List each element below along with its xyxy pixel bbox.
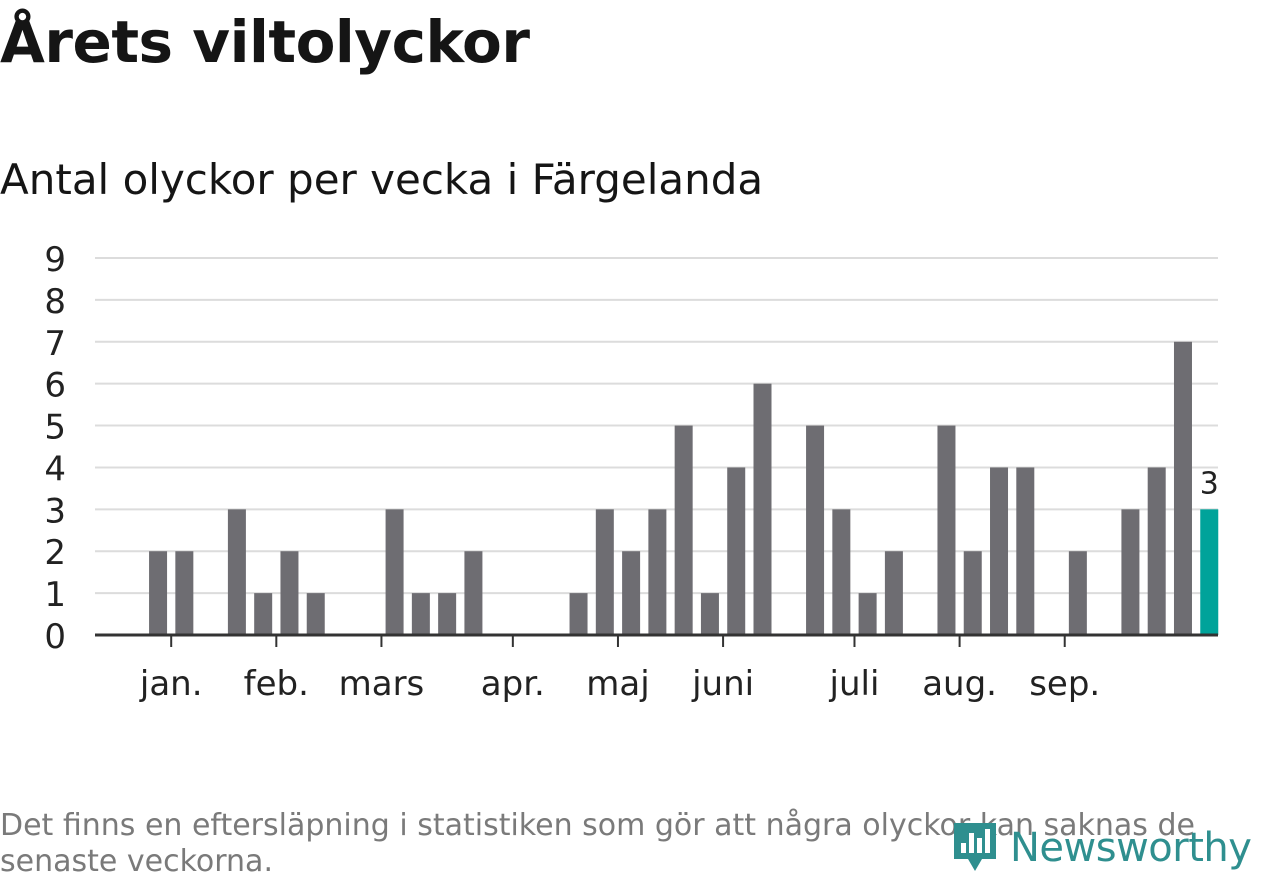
x-tick-label: aug. bbox=[922, 664, 997, 704]
bar bbox=[648, 509, 667, 635]
x-tick-label: apr. bbox=[481, 664, 545, 704]
x-tick-label: juli bbox=[829, 664, 880, 704]
x-tick-label: feb. bbox=[244, 664, 309, 704]
logo-text: Newsworthy bbox=[1010, 825, 1252, 871]
data-label: 3 bbox=[1200, 466, 1219, 501]
y-tick-label: 3 bbox=[44, 491, 66, 531]
bar bbox=[832, 509, 851, 635]
bar bbox=[306, 593, 325, 635]
bar bbox=[411, 593, 430, 635]
y-tick-label: 6 bbox=[44, 366, 66, 406]
bar bbox=[1016, 467, 1035, 635]
bar bbox=[937, 425, 956, 635]
y-tick-label: 5 bbox=[44, 408, 66, 448]
y-tick-label: 8 bbox=[44, 282, 66, 322]
bar bbox=[990, 467, 1009, 635]
y-tick-label: 7 bbox=[44, 324, 66, 364]
y-tick-label: 4 bbox=[44, 449, 66, 489]
bar bbox=[674, 425, 693, 635]
bar bbox=[1121, 509, 1140, 635]
chart-subtitle: Antal olyckor per vecka i Färgelanda bbox=[0, 155, 764, 204]
bar bbox=[858, 593, 877, 635]
bar bbox=[569, 593, 588, 635]
bar bbox=[806, 425, 825, 635]
bar bbox=[753, 383, 772, 635]
bar bbox=[438, 593, 457, 635]
bar bbox=[175, 551, 194, 635]
bar-highlight bbox=[1200, 509, 1219, 635]
x-tick-label: maj bbox=[586, 664, 649, 704]
bar bbox=[227, 509, 246, 635]
bar bbox=[1173, 341, 1192, 635]
bar bbox=[385, 509, 404, 635]
bar bbox=[149, 551, 168, 635]
bar bbox=[700, 593, 719, 635]
bar bbox=[963, 551, 982, 635]
bar bbox=[464, 551, 483, 635]
chart-title: Årets viltolyckor bbox=[0, 8, 530, 76]
bar bbox=[622, 551, 641, 635]
x-tick-label: jan. bbox=[139, 664, 203, 704]
y-tick-label: 9 bbox=[44, 240, 66, 280]
bar bbox=[727, 467, 746, 635]
bar bbox=[1068, 551, 1087, 635]
bar bbox=[1147, 467, 1166, 635]
bar bbox=[595, 509, 614, 635]
bar bbox=[884, 551, 903, 635]
y-tick-label: 0 bbox=[44, 617, 66, 657]
bar bbox=[280, 551, 299, 635]
newsworthy-logo: Newsworthy bbox=[950, 818, 1252, 878]
x-tick-label: juni bbox=[691, 664, 754, 704]
y-tick-label: 1 bbox=[44, 575, 66, 615]
newsworthy-logo-icon bbox=[954, 823, 996, 871]
bar bbox=[254, 593, 273, 635]
x-tick-label: mars bbox=[339, 664, 425, 704]
x-tick-label: sep. bbox=[1029, 664, 1100, 704]
y-tick-label: 2 bbox=[44, 533, 66, 573]
